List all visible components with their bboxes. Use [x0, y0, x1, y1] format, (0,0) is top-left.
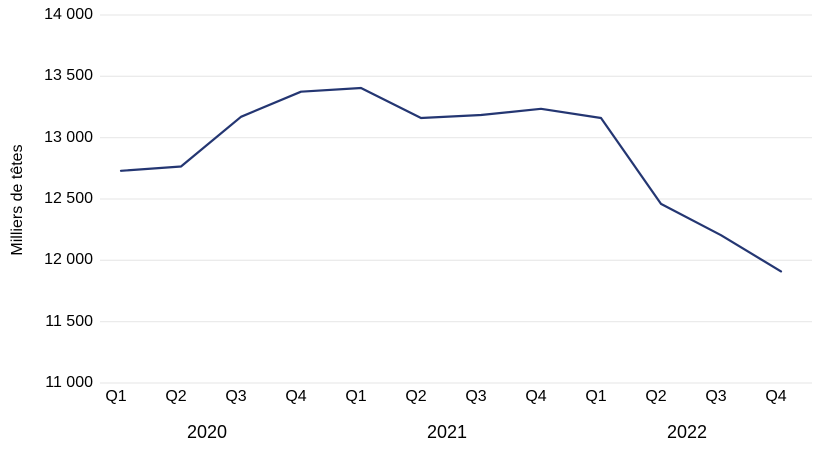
- y-axis-tick-label: 13 500: [44, 67, 93, 85]
- x-axis-tick-label: Q2: [645, 388, 667, 405]
- x-axis-tick-label: Q2: [165, 388, 187, 405]
- x-axis-tick-label: Q4: [525, 388, 547, 405]
- data-line: [119, 86, 783, 273]
- x-axis-tick-label: Q2: [405, 388, 427, 405]
- x-axis-tick-label: Q1: [585, 388, 607, 405]
- y-axis-tick-label: 14 000: [44, 6, 93, 23]
- x-axis-year-label: 2020: [186, 422, 228, 442]
- y-axis-tick-label: 12 500: [44, 189, 93, 207]
- x-axis-tick-label: Q3: [465, 388, 487, 405]
- x-axis-year-label: 2021: [426, 422, 468, 442]
- y-axis-tick-label: 11 000: [45, 373, 93, 391]
- y-axis-tick-label: 11 500: [45, 312, 93, 330]
- x-axis-tick-label: Q1: [345, 388, 367, 405]
- x-axis-tick-label: Q3: [705, 388, 727, 405]
- x-axis-tick-label: Q3: [225, 388, 247, 405]
- y-axis-tick-label: 12 000: [44, 251, 93, 269]
- x-axis-year-label: 2022: [666, 422, 708, 442]
- x-axis-tick-label: Q1: [105, 388, 127, 405]
- x-axis-tick-label: Q4: [285, 388, 307, 405]
- y-axis-tick-label: 13 000: [44, 128, 93, 146]
- x-axis-tick-label: Q4: [765, 388, 787, 405]
